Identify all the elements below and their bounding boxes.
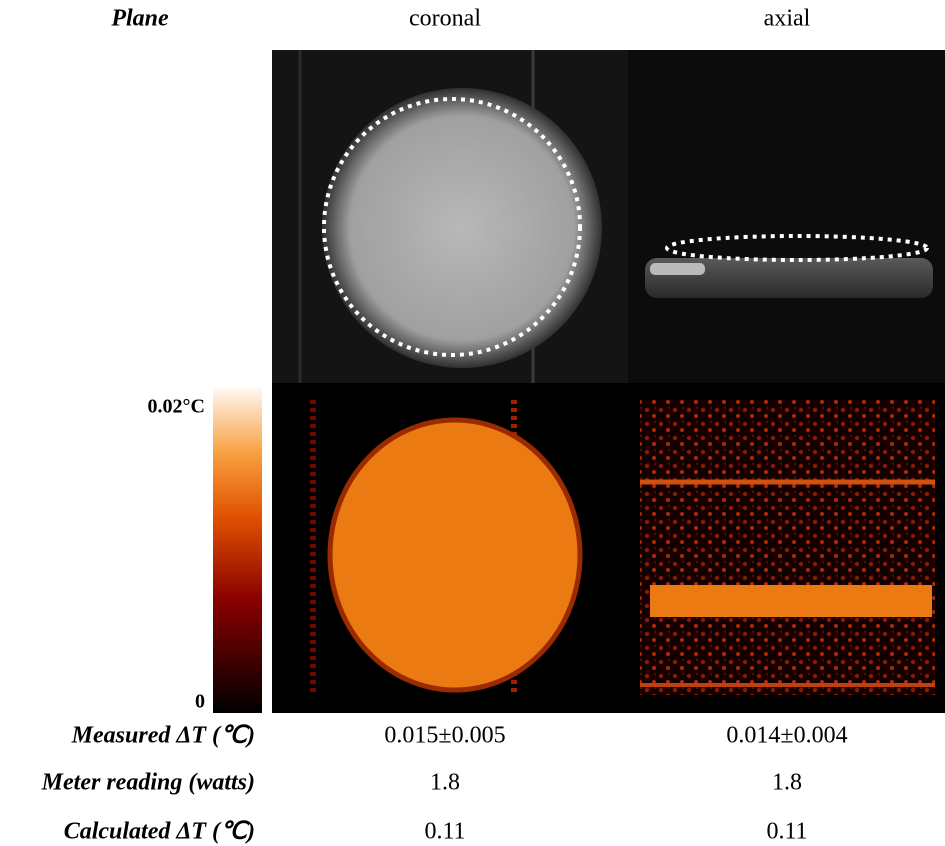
axial-temperature-map bbox=[628, 383, 945, 713]
results-rows: Measured ΔT (℃) 0.015±0.005 0.014±0.004 Met… bbox=[41, 723, 848, 845]
row-value: 0.11 bbox=[424, 819, 465, 845]
row-label: Calculated ΔT (℃) bbox=[64, 819, 255, 845]
plane-label: Plane bbox=[110, 6, 169, 32]
column-header: coronal bbox=[409, 6, 481, 32]
colorbar-min-label: 0 bbox=[195, 691, 205, 713]
row-label: Meter reading (watts) bbox=[41, 770, 255, 796]
row-value: 1.8 bbox=[430, 770, 460, 796]
column-header: axial bbox=[764, 6, 811, 32]
row-value: 0.11 bbox=[766, 819, 807, 845]
row-value: 0.014±0.004 bbox=[726, 723, 847, 749]
figure: Plane coronal axial 0.02°C 0 Measured ΔT… bbox=[0, 0, 945, 846]
row-value: 0.015±0.005 bbox=[384, 723, 505, 749]
colorbar-max-label: 0.02°C bbox=[148, 396, 205, 418]
row-value: 1.8 bbox=[772, 770, 802, 796]
colorbar bbox=[213, 388, 262, 713]
row-label: Measured ΔT (℃) bbox=[71, 723, 255, 749]
coronal-temperature-map bbox=[272, 383, 628, 713]
axial-image bbox=[628, 50, 945, 383]
coronal-image bbox=[272, 50, 628, 383]
